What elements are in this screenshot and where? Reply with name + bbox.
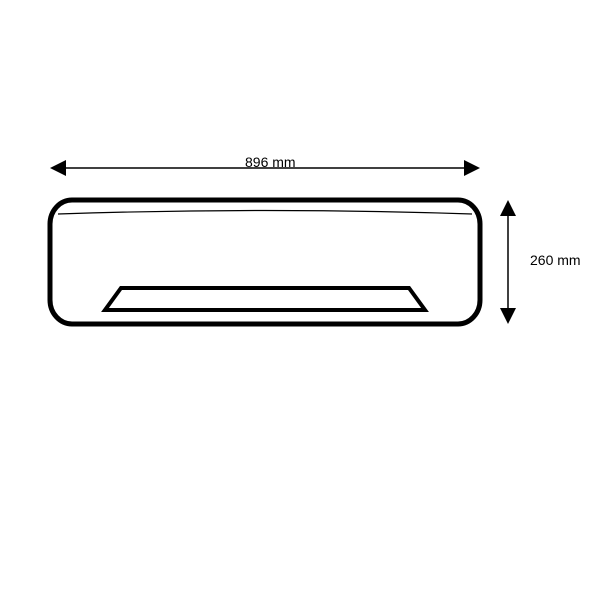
- unit-vent: [105, 288, 425, 310]
- width-dimension-label: 896 mm: [245, 154, 296, 170]
- height-dimension: [500, 200, 516, 324]
- dimension-diagram: 896 mm 260 mm: [0, 0, 600, 600]
- height-dimension-label: 260 mm: [530, 252, 581, 268]
